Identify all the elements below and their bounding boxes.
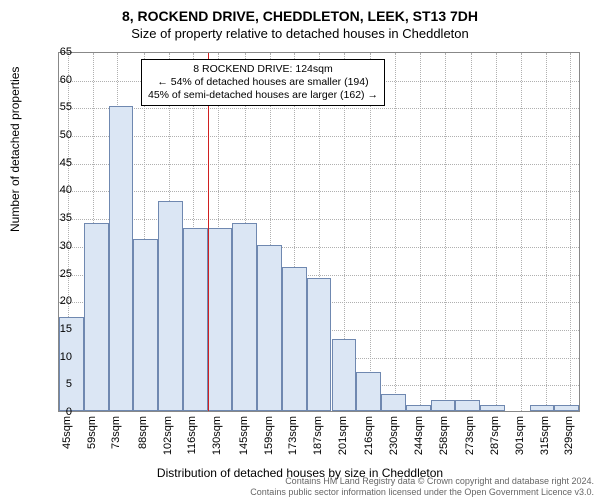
annotation-line1: 8 ROCKEND DRIVE: 124sqm	[148, 63, 378, 76]
histogram-bar	[84, 223, 109, 411]
y-tick-label: 60	[44, 74, 72, 86]
histogram-bar	[109, 106, 134, 411]
footer-line1: Contains HM Land Registry data © Crown c…	[250, 476, 594, 487]
x-tick-label: 244sqm	[413, 416, 425, 455]
footer: Contains HM Land Registry data © Crown c…	[250, 476, 594, 498]
grid-line-v	[521, 53, 522, 411]
grid-line-v	[570, 53, 571, 411]
y-tick-label: 45	[44, 157, 72, 169]
histogram-bar	[530, 405, 555, 411]
y-axis-label: Number of detached properties	[8, 67, 22, 232]
histogram-bar	[455, 400, 480, 411]
x-tick-label: 287sqm	[489, 416, 501, 455]
histogram-bar	[356, 372, 381, 411]
x-tick-label: 258sqm	[438, 416, 450, 455]
y-tick-label: 25	[44, 268, 72, 280]
histogram-bar	[158, 201, 183, 411]
grid-line-v	[420, 53, 421, 411]
footer-line2: Contains public sector information licen…	[250, 487, 594, 498]
y-tick-label: 40	[44, 184, 72, 196]
y-tick-label: 55	[44, 101, 72, 113]
annotation-line3: 45% of semi-detached houses are larger (…	[148, 89, 378, 102]
histogram-bar	[554, 405, 579, 411]
chart-subtitle: Size of property relative to detached ho…	[0, 24, 600, 41]
x-tick-label: 216sqm	[363, 416, 375, 455]
grid-line-v	[471, 53, 472, 411]
histogram-bar	[133, 239, 158, 411]
x-tick-label: 130sqm	[211, 416, 223, 455]
y-tick-label: 15	[44, 323, 72, 335]
y-tick-label: 35	[44, 212, 72, 224]
grid-line-v	[445, 53, 446, 411]
grid-line-v	[496, 53, 497, 411]
histogram-bar	[381, 394, 406, 411]
x-tick-label: 301sqm	[514, 416, 526, 455]
x-tick-label: 45sqm	[61, 416, 73, 449]
plot-area: 8 ROCKEND DRIVE: 124sqm ← 54% of detache…	[58, 52, 580, 412]
x-tick-label: 187sqm	[312, 416, 324, 455]
chart-container: 8, ROCKEND DRIVE, CHEDDLETON, LEEK, ST13…	[0, 0, 600, 500]
grid-line-v	[370, 53, 371, 411]
y-tick-label: 5	[44, 378, 72, 390]
grid-line-v	[546, 53, 547, 411]
x-tick-label: 201sqm	[337, 416, 349, 455]
annotation-line2: ← 54% of detached houses are smaller (19…	[148, 76, 378, 89]
histogram-bar	[406, 405, 431, 411]
x-tick-label: 102sqm	[162, 416, 174, 455]
y-tick-label: 20	[44, 295, 72, 307]
histogram-bar	[232, 223, 257, 411]
histogram-bar	[480, 405, 505, 411]
x-tick-label: 59sqm	[86, 416, 98, 449]
x-tick-label: 230sqm	[388, 416, 400, 455]
y-tick-label: 10	[44, 351, 72, 363]
histogram-bar	[183, 228, 208, 411]
y-tick-label: 50	[44, 129, 72, 141]
x-tick-label: 73sqm	[110, 416, 122, 449]
histogram-bar	[431, 400, 456, 411]
histogram-bar	[307, 278, 332, 411]
reference-annotation: 8 ROCKEND DRIVE: 124sqm ← 54% of detache…	[141, 59, 385, 106]
y-tick-label: 65	[44, 46, 72, 58]
x-tick-label: 173sqm	[287, 416, 299, 455]
x-tick-label: 88sqm	[137, 416, 149, 449]
grid-line-v	[395, 53, 396, 411]
plot-wrap: 8 ROCKEND DRIVE: 124sqm ← 54% of detache…	[58, 52, 580, 412]
histogram-bar	[208, 228, 233, 411]
y-tick-label: 30	[44, 240, 72, 252]
histogram-bar	[332, 339, 357, 411]
histogram-bar	[257, 245, 282, 411]
x-tick-label: 159sqm	[263, 416, 275, 455]
x-tick-label: 145sqm	[238, 416, 250, 455]
histogram-bar	[282, 267, 307, 411]
x-tick-label: 315sqm	[539, 416, 551, 455]
x-tick-label: 329sqm	[563, 416, 575, 455]
x-tick-label: 273sqm	[464, 416, 476, 455]
x-tick-label: 116sqm	[186, 416, 198, 454]
reference-line	[208, 53, 209, 411]
chart-title: 8, ROCKEND DRIVE, CHEDDLETON, LEEK, ST13…	[0, 0, 600, 24]
